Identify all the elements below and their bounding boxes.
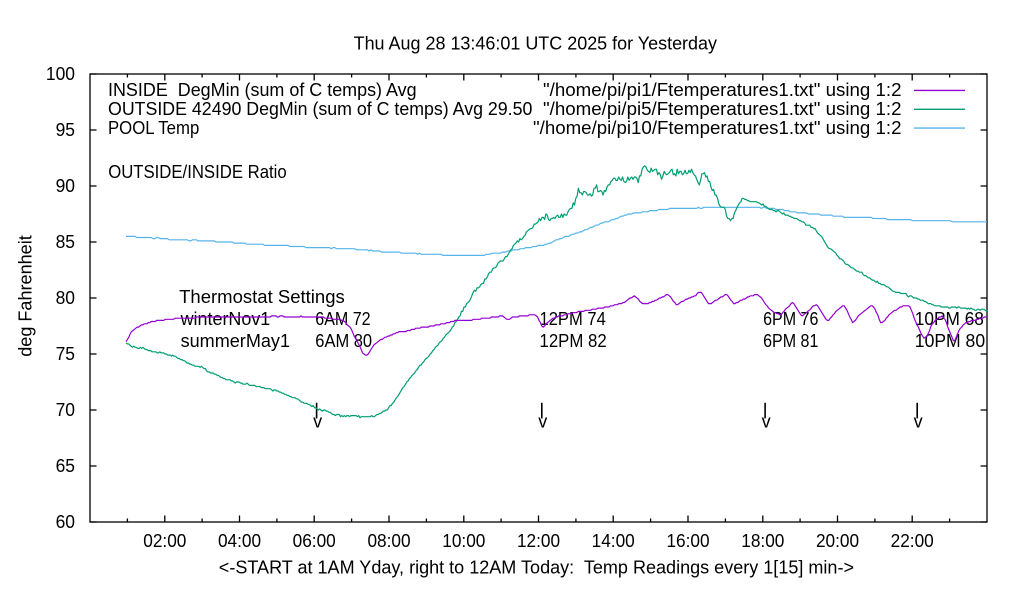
svg-text:10PM 68: 10PM 68 (915, 309, 984, 329)
svg-text:22:00: 22:00 (891, 531, 934, 551)
svg-text:60: 60 (56, 512, 75, 532)
svg-text:v: v (313, 412, 322, 432)
svg-text:12PM 74: 12PM 74 (540, 309, 606, 329)
svg-text:16:00: 16:00 (666, 531, 709, 551)
svg-text:POOL Temp: POOL Temp (108, 118, 199, 138)
svg-text:12PM 82: 12PM 82 (540, 331, 607, 351)
svg-text:08:00: 08:00 (367, 531, 410, 551)
svg-text:75: 75 (56, 344, 75, 364)
svg-text:6PM 76: 6PM 76 (763, 309, 818, 329)
svg-text:v: v (538, 412, 547, 432)
svg-text:6PM 81: 6PM 81 (763, 331, 818, 351)
svg-text:6AM 72: 6AM 72 (315, 309, 370, 329)
svg-text:Thermostat Settings: Thermostat Settings (179, 287, 345, 307)
svg-text:10PM 80: 10PM 80 (915, 331, 985, 351)
svg-text:18:00: 18:00 (741, 531, 784, 551)
svg-text:02:00: 02:00 (143, 531, 186, 551)
svg-text:14:00: 14:00 (592, 531, 635, 551)
svg-text:20:00: 20:00 (816, 531, 859, 551)
svg-text:v: v (914, 412, 923, 432)
svg-text:"/home/pi/pi10/Ftemperatures1.: "/home/pi/pi10/Ftemperatures1.txt" using… (533, 118, 902, 138)
svg-text:"/home/pi/pi1/Ftemperatures1.t: "/home/pi/pi1/Ftemperatures1.txt" using … (543, 80, 902, 100)
svg-text:80: 80 (56, 288, 75, 308)
svg-text:"/home/pi/pi5/Ftemperatures1.t: "/home/pi/pi5/Ftemperatures1.txt" using … (543, 99, 902, 119)
svg-text:winterNov1: winterNov1 (180, 309, 271, 329)
svg-text:85: 85 (56, 232, 75, 252)
svg-text:12:00: 12:00 (517, 531, 560, 551)
svg-text:65: 65 (56, 456, 75, 476)
svg-text:10:00: 10:00 (442, 531, 485, 551)
svg-text:<-START at 1AM Yday, right to: <-START at 1AM Yday, right to 12AM Today… (219, 557, 854, 577)
svg-text:OUTSIDE 42490 DegMin (sum of C: OUTSIDE 42490 DegMin (sum of C temps) Av… (108, 99, 532, 119)
svg-text:90: 90 (56, 176, 75, 196)
svg-text:04:00: 04:00 (218, 531, 261, 551)
svg-text:summerMay1: summerMay1 (181, 331, 290, 351)
svg-text:100: 100 (46, 64, 75, 84)
svg-text:70: 70 (56, 400, 75, 420)
svg-text:Thu Aug 28 13:46:01 UTC 2025 f: Thu Aug 28 13:46:01 UTC 2025 for Yesterd… (354, 34, 718, 54)
svg-text:06:00: 06:00 (293, 531, 336, 551)
svg-text:6AM 80: 6AM 80 (315, 331, 372, 351)
svg-text:OUTSIDE/INSIDE Ratio: OUTSIDE/INSIDE Ratio (108, 162, 287, 182)
svg-text:95: 95 (56, 120, 75, 140)
svg-text:deg Fahrenheit: deg Fahrenheit (16, 235, 36, 357)
svg-text:INSIDE DegMin (sum of C temps: INSIDE DegMin (sum of C temps) Avg (108, 80, 417, 100)
svg-text:v: v (762, 412, 771, 432)
